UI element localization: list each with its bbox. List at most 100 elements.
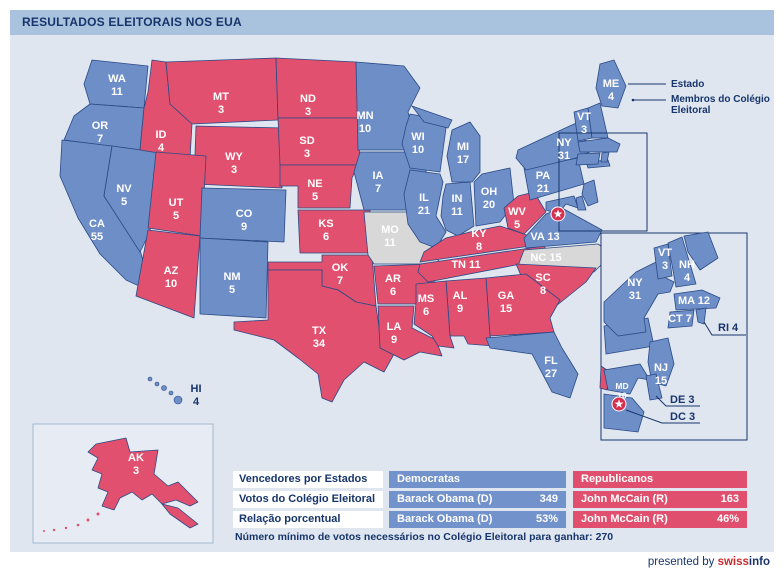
state-label-tn: TN 11 — [451, 259, 480, 271]
state-az — [135, 229, 201, 319]
ak-aleutian-island — [43, 530, 45, 532]
state-mi-part2 — [411, 105, 453, 129]
state-nj — [581, 179, 599, 207]
state-label-co: CO 9 — [236, 208, 253, 233]
results-table: Vencedores por Estados Democratas Republ… — [233, 471, 747, 531]
state-mi — [446, 121, 481, 183]
state-label-ny: NY 31 — [627, 277, 643, 302]
mccain-percentage: 46% — [716, 513, 739, 525]
state-label-ak: AK 3 — [128, 452, 144, 477]
state-label-or: OR 7 — [92, 120, 109, 145]
inset-callout-line-dc — [625, 409, 700, 424]
inset-ne-state-ct — [667, 309, 695, 329]
inset-ak-state-ak-panhandle — [161, 503, 199, 529]
state-label-mo: MO 11 — [381, 224, 399, 249]
state-label-ma: MA 12 — [678, 295, 710, 307]
republicans-header-text: Republicanos — [581, 473, 654, 485]
state-label-nd: ND 3 — [300, 93, 316, 118]
inset-ak-state-ak — [87, 437, 199, 511]
mccain-name: John McCain (R) — [581, 493, 668, 505]
inset-callout-line-de — [655, 395, 700, 407]
ak-aleutian-island — [52, 528, 56, 532]
democrats-header-text: Democratas — [397, 473, 460, 485]
state-label-id: ID 4 — [156, 129, 167, 154]
state-hi-island — [173, 395, 183, 405]
star-icon — [553, 209, 563, 218]
state-label-ky: KY 8 — [471, 228, 487, 253]
state-hi-island — [161, 385, 167, 391]
state-ga — [485, 273, 561, 337]
obama-percentage-cell: Barack Obama (D) 53% — [389, 511, 566, 528]
obama-electoral-votes: 349 — [539, 493, 558, 505]
state-la — [377, 305, 443, 361]
state-nm — [199, 237, 269, 319]
state-ri — [600, 151, 610, 163]
state-co — [199, 187, 287, 243]
row-label-electoral-votes: Votos do Colégio Eleitoral — [233, 491, 383, 508]
state-label-nv: NV 5 — [116, 183, 132, 208]
mccain-electoral-votes-cell: John McCain (R) 163 — [573, 491, 747, 508]
swissinfo-logo-suffix: info — [748, 556, 770, 568]
obama-name: Barack Obama (D) — [397, 513, 493, 525]
state-il — [403, 169, 447, 249]
state-label-in: IN 11 — [451, 193, 463, 218]
inset-callout-label-de: DE 3 — [670, 394, 694, 406]
table-row: Relação porcentual Barack Obama (D) 53% … — [233, 511, 747, 528]
state-label-tx: TX 34 — [312, 325, 327, 350]
inset-ne-state-vt — [653, 243, 673, 280]
legend-electoral-members-label: Membros do Colégio Eleitoral — [671, 94, 770, 116]
state-tx — [233, 269, 395, 403]
obama-name: Barack Obama (D) — [397, 493, 493, 505]
obama-electoral-votes-cell: Barack Obama (D) 349 — [389, 491, 566, 508]
state-label-ks: KS 6 — [318, 218, 333, 243]
state-label-mt: MT 3 — [213, 91, 229, 116]
inset-region-outline — [558, 132, 648, 232]
state-label-wa: WA 11 — [108, 73, 126, 98]
state-label-me: ME 4 — [603, 78, 620, 103]
state-hi-island — [168, 390, 174, 396]
state-ky — [419, 225, 545, 263]
state-label-il: IL 21 — [418, 192, 430, 217]
state-label-fl: FL 27 — [544, 355, 558, 380]
inset-ne-state-me-part — [683, 231, 719, 271]
ak-aleutian-island — [76, 523, 80, 527]
legend-callout-dot — [631, 98, 635, 102]
star-icon — [614, 399, 624, 408]
state-in — [440, 181, 475, 237]
inset-callout-label-ri: RI 4 — [718, 322, 739, 334]
state-de — [575, 195, 587, 211]
state-label-wi: WI 10 — [411, 131, 424, 156]
state-label-nm: NM 5 — [223, 271, 240, 296]
state-label-ne: NE 5 — [307, 178, 322, 203]
table-row: Votos do Colégio Eleitoral Barack Obama … — [233, 491, 747, 508]
state-label-nc: NC 15 — [530, 252, 561, 264]
state-label-sd: SD 3 — [299, 135, 314, 160]
state-label-hi: HI 4 — [191, 383, 202, 408]
state-ut — [147, 151, 207, 237]
state-label-mi: MI 17 — [457, 141, 469, 166]
state-label-md: MD 10 — [615, 381, 628, 401]
state-label-ar: AR 6 — [385, 273, 401, 298]
inset-ne-state-ri — [695, 307, 707, 325]
state-ks — [297, 209, 373, 254]
mccain-electoral-votes: 163 — [720, 493, 739, 505]
row-label-winners: Vencedores por Estados — [233, 471, 383, 488]
ak-aleutian-island — [64, 526, 68, 530]
swissinfo-logo: swiss — [717, 556, 749, 568]
state-me — [595, 59, 627, 109]
state-label-mn: MN 10 — [356, 110, 373, 135]
state-label-sc: SC 8 — [535, 272, 550, 297]
inset-ne-state-de — [645, 373, 663, 401]
state-label-ny: NY 31 — [556, 137, 572, 162]
inset-ne-state-md — [603, 363, 651, 395]
inset-ne-state-nh — [667, 236, 697, 288]
state-wv — [503, 191, 547, 235]
state-label-ca: CA 55 — [89, 218, 105, 243]
page-title: RESULTADOS ELEITORAIS NOS EUA — [22, 15, 242, 29]
inset-callout-label-dc: DC 3 — [670, 411, 695, 423]
inset-callout-line-ri — [703, 321, 746, 336]
state-label-ut: UT 5 — [169, 197, 184, 222]
state-label-va: VA 13 — [530, 231, 559, 243]
